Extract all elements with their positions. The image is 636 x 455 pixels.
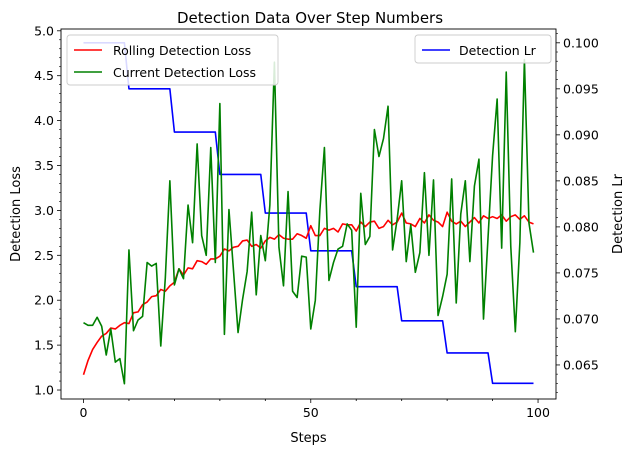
x-tick-label: 100 [526, 405, 550, 420]
y-axis-right-label: Detection Lr [611, 173, 626, 254]
legend-right: Detection Lr [414, 34, 552, 64]
series-line-current-loss [83, 58, 535, 385]
legend-current-label: Current Detection Loss [113, 65, 256, 80]
y-right-tick-label: 0.070 [563, 311, 599, 326]
x-axis-ticks: 0 50 100 [80, 399, 550, 420]
y-right-tick-label: 0.100 [563, 35, 599, 50]
plot-area [60, 28, 557, 400]
y-right-tick-label: 0.080 [563, 219, 599, 234]
chart-title: Detection Data Over Step Numbers [177, 9, 443, 27]
y-left-tick-label: 3.0 [34, 203, 54, 218]
y-left-tick-label: 1.5 [34, 338, 54, 353]
legend-left: Rolling Detection Loss Current Detection… [66, 34, 279, 86]
legend-left-box [66, 34, 279, 86]
y-left-tick-label: 4.0 [34, 113, 54, 128]
legend-right-box [414, 34, 552, 64]
y-right-tick-label: 0.085 [563, 173, 599, 188]
y-left-tick-label: 5.0 [34, 23, 54, 38]
legend-lr-label: Detection Lr [459, 43, 537, 58]
axes-spines [60, 28, 557, 400]
y-left-tick-label: 4.5 [34, 68, 54, 83]
y-right-tick-label: 0.065 [563, 357, 599, 372]
y-axis-left-label: Detection Loss [9, 166, 24, 262]
y-left-tick-label: 2.0 [34, 293, 54, 308]
y-right-tick-label: 0.090 [563, 127, 599, 142]
y-right-tick-label: 0.095 [563, 81, 599, 96]
legend-rolling-label: Rolling Detection Loss [113, 43, 251, 58]
y-right-tick-label: 0.075 [563, 265, 599, 280]
y-left-tick-label: 3.5 [34, 158, 54, 173]
x-axis-label: Steps [290, 431, 327, 446]
x-tick-label: 0 [80, 405, 88, 420]
y-axis-right-ticks: 0.065 0.070 0.075 0.080 0.085 0.090 0.095 0.100 [556, 33, 599, 393]
x-tick-label: 50 [303, 405, 319, 420]
y-left-tick-label: 1.0 [34, 383, 54, 398]
y-left-tick-label: 2.5 [34, 248, 54, 263]
series-layer [82, 42, 535, 385]
y-axis-left-ticks: 1.0 1.5 2.0 2.5 3.0 3.5 4.0 4.5 5.0 [34, 23, 61, 398]
